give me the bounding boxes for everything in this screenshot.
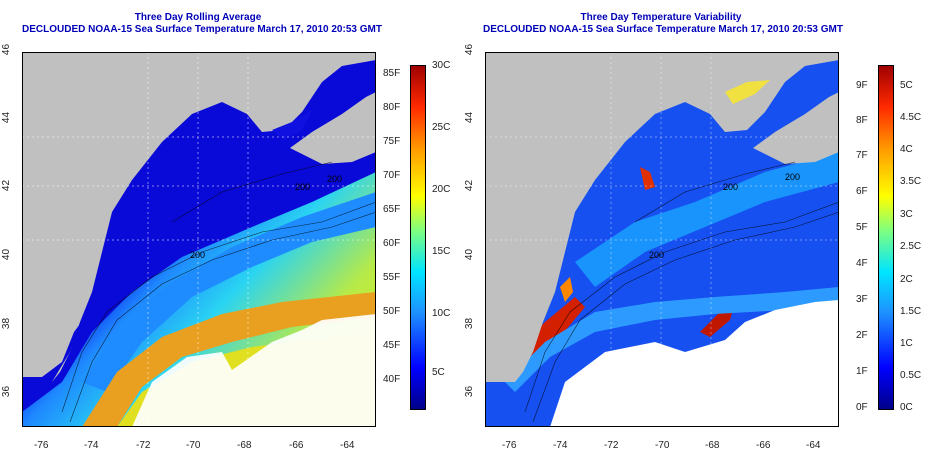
land-nova-scotia [753, 92, 839, 164]
cbar-c-label: 5C [900, 80, 913, 91]
panel2-contours [524, 161, 839, 423]
x-tick: -72 [604, 440, 619, 451]
y-tick: 36 [464, 385, 476, 398]
cbar-c-label: 15C [432, 246, 451, 257]
panel1-contour-label-1: 200 [190, 250, 205, 260]
cbar-c-label: 1C [900, 338, 913, 349]
gulf-stream-band [82, 292, 376, 427]
panel1-map: 200 200 200 [22, 52, 376, 427]
y-tick: 46 [464, 43, 476, 56]
cbar-f-label: 40F [383, 374, 401, 385]
cbar-f-label: 65F [383, 204, 401, 215]
x-tick: -68 [237, 440, 252, 451]
variability-high-red-3 [640, 167, 655, 190]
y-tick: 40 [464, 248, 476, 261]
cbar-f-label: 75F [383, 136, 401, 147]
y-tick: 42 [1, 179, 13, 192]
cbar-f-label: 70F [383, 170, 401, 181]
cbar-c-label: 3.5C [900, 176, 922, 187]
cbar-f-label: 60F [383, 238, 401, 249]
x-tick: -66 [756, 440, 771, 451]
cbar-f-label: 50F [383, 306, 401, 317]
variability-high-orange [560, 277, 573, 302]
x-tick: -72 [136, 440, 151, 451]
cbar-c-label: 30C [432, 60, 451, 71]
cbar-f-label: 55F [383, 272, 401, 283]
x-tick: -64 [806, 440, 821, 451]
x-tick: -66 [289, 440, 304, 451]
panel1-subtitle: DECLOUDED NOAA-15 Sea Surface Temperatur… [22, 24, 382, 35]
cbar-f-label: 3F [856, 294, 868, 305]
y-tick: 38 [1, 317, 13, 330]
coastal-water [22, 324, 80, 382]
panel1-title: Three Day Rolling Average [134, 12, 262, 23]
y-tick: 40 [1, 248, 13, 261]
y-tick: 44 [464, 111, 476, 124]
cloud-mask [550, 300, 839, 427]
cloud-mask [132, 314, 376, 427]
cbar-f-label: 9F [856, 80, 868, 91]
panel2-colorbar [878, 65, 894, 410]
slope-water [82, 192, 376, 392]
cbar-f-label: 7F [856, 150, 868, 161]
panel1-contour-label-2: 200 [295, 182, 310, 192]
cbar-c-label: 5C [432, 367, 445, 378]
cbar-c-label: 0C [900, 402, 913, 413]
panel2-map: 200 200 200 [485, 52, 839, 427]
x-tick: -76 [502, 440, 517, 451]
panel1-colorbar [410, 65, 426, 410]
variability-yellow-gulf-of-maine [725, 80, 770, 104]
cbar-c-label: 25C [432, 122, 451, 133]
x-tick: -74 [553, 440, 568, 451]
cbar-f-label: 1F [856, 366, 868, 377]
y-tick: 38 [464, 317, 476, 330]
variability-gulf-band [505, 287, 839, 392]
x-tick: -76 [34, 440, 49, 451]
panel1-contours [61, 161, 376, 423]
land-bay-of-fundy [272, 110, 312, 140]
cbar-c-label: 4.5C [900, 112, 922, 123]
cbar-f-label: 5F [856, 222, 868, 233]
panel2-graticule [485, 52, 839, 427]
y-tick: 36 [1, 385, 13, 398]
cbar-f-label: 8F [856, 115, 868, 126]
land-mainland [485, 52, 839, 382]
land-nova-scotia [290, 92, 376, 164]
cbar-c-label: 3C [900, 209, 913, 220]
cbar-c-label: 2.5C [900, 241, 922, 252]
panel1-contour-label-3: 200 [327, 174, 342, 184]
cbar-c-label: 20C [432, 184, 451, 195]
cbar-c-label: 2C [900, 274, 913, 285]
y-tick: 46 [1, 43, 13, 56]
panel2-contour-label-2: 200 [723, 182, 738, 192]
panel2-subtitle: DECLOUDED NOAA-15 Sea Surface Temperatur… [483, 24, 843, 35]
panel2-title: Three Day Temperature Variability [580, 12, 742, 23]
y-tick: 44 [1, 111, 13, 124]
panel2-contour-label-1: 200 [649, 250, 664, 260]
panel1-graticule [22, 52, 376, 427]
x-tick: -70 [655, 440, 670, 451]
x-tick: -68 [705, 440, 720, 451]
x-tick: -70 [186, 440, 201, 451]
x-tick: -74 [84, 440, 99, 451]
cbar-f-label: 4F [856, 258, 868, 269]
cbar-f-label: 80F [383, 102, 401, 113]
cbar-f-label: 6F [856, 186, 868, 197]
cbar-c-label: 1.5C [900, 306, 922, 317]
panel2-contour-label-3: 200 [785, 172, 800, 182]
variability-cyan-streaks [575, 152, 839, 287]
cbar-c-label: 4C [900, 144, 913, 155]
land-mainland [22, 52, 376, 382]
cbar-c-label: 0.5C [900, 370, 922, 381]
cbar-f-label: 45F [383, 340, 401, 351]
cbar-f-label: 85F [383, 68, 401, 79]
y-tick: 42 [464, 179, 476, 192]
x-tick: -64 [340, 440, 355, 451]
cbar-f-label: 0F [856, 402, 868, 413]
cbar-f-label: 2F [856, 330, 868, 341]
cbar-c-label: 10C [432, 308, 451, 319]
